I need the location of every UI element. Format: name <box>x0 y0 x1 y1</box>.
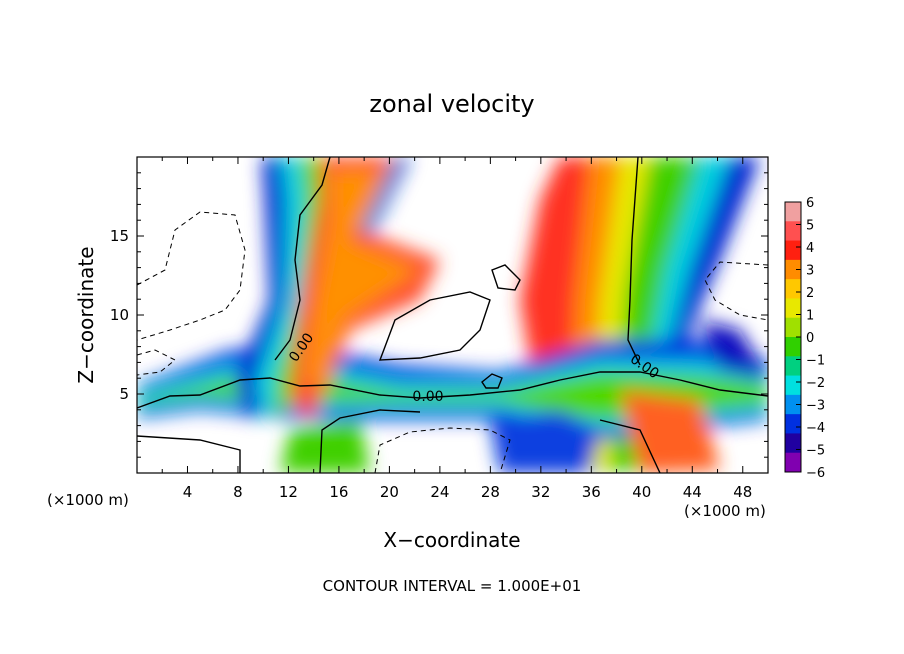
colorbar-tick-label: −6 <box>806 466 825 481</box>
colorbar-swatch <box>785 394 801 415</box>
x-axis: 4 8 12 16 20 24 28 32 36 40 44 48 <box>161 157 752 501</box>
y-tick-label: 10 <box>110 306 129 324</box>
contour-loop-small <box>491 264 521 291</box>
colorbar-swatch <box>785 259 801 280</box>
contour-lines <box>137 157 768 473</box>
field-band-bottom-orange <box>620 390 720 473</box>
colorbar-swatch <box>785 279 801 299</box>
colorbar-swatch <box>785 356 801 377</box>
x-tick-label: 24 <box>430 483 449 501</box>
colorbar-swatch <box>785 433 801 454</box>
colorbar-swatch <box>785 221 801 242</box>
contour-neg-right <box>704 261 768 321</box>
colorbar-tick-label: 5 <box>806 219 814 234</box>
contour-zero-low <box>137 371 768 409</box>
colorbar-tick-label: −4 <box>806 421 825 436</box>
colorbar-tick-label: −5 <box>806 444 825 459</box>
colorbar-swatch <box>785 298 801 319</box>
x-tick-label: 16 <box>329 483 348 501</box>
colorbar-tick-label: 0 <box>806 331 814 346</box>
contour-zero-left-column <box>274 157 331 361</box>
contour-loop-center <box>378 291 491 361</box>
colorbar-swatch <box>785 317 801 338</box>
colorbar-swatch <box>785 240 801 261</box>
colorbar-tick-label: 3 <box>806 264 814 279</box>
contour-neg-upper-left <box>137 211 246 341</box>
x-tick-label: 8 <box>233 483 243 501</box>
x-unit-label-right: (×1000 m) <box>684 502 766 520</box>
x-tick-label: 44 <box>683 483 702 501</box>
colorbar-swatch <box>785 452 801 473</box>
colorbar-swatch <box>785 337 801 357</box>
contour-bottom-left <box>137 435 241 473</box>
contour-lines-negative <box>137 211 768 473</box>
x-tick-label: 48 <box>733 483 752 501</box>
x-tick-label: 4 <box>183 483 193 501</box>
x-tick-label: 40 <box>632 483 651 501</box>
x-tick-label: 20 <box>380 483 399 501</box>
x-tick-label: 32 <box>531 483 550 501</box>
x-tick-label: 28 <box>481 483 500 501</box>
field-band-bottom-green <box>280 420 370 473</box>
chart-title: zonal velocity <box>369 90 534 118</box>
colorbar-tick-label: −3 <box>806 399 825 414</box>
contour-small-loop-bottom <box>481 373 503 389</box>
y-axis: 5 10 15 <box>110 172 768 458</box>
contour-neg-bottom <box>374 427 511 473</box>
velocity-field <box>137 157 768 473</box>
contour-zero-bottom <box>319 409 421 473</box>
x-unit-label-left: (×1000 m) <box>47 491 129 509</box>
colorbar-swatch <box>785 202 801 222</box>
field-band-left-orange <box>305 170 420 390</box>
colorbar-swatch <box>785 375 801 396</box>
x-tick-label: 36 <box>582 483 601 501</box>
colorbar-swatch <box>785 414 801 434</box>
colorbar-tick-label: 4 <box>806 241 814 256</box>
colorbar-tick-label: 2 <box>806 286 814 301</box>
colorbar: 6 5 4 3 2 1 0 −1 −2 −3 −4 −5 −6 <box>784 196 825 481</box>
contour-label-center: 0.00 <box>412 389 443 405</box>
y-tick-label: 15 <box>110 227 129 245</box>
colorbar-tick-label: 1 <box>806 309 814 324</box>
x-tick-label: 12 <box>279 483 298 501</box>
contour-interval-note: CONTOUR INTERVAL = 1.000E+01 <box>323 577 582 595</box>
y-tick-label: 5 <box>119 385 129 403</box>
contour-neg-left-mid <box>137 349 176 376</box>
field-band-bottom-blue <box>490 410 600 473</box>
colorbar-tick-label: −1 <box>806 354 825 369</box>
colorbar-tick-label: −2 <box>806 376 825 391</box>
x-axis-title: X−coordinate <box>383 528 520 552</box>
y-axis-title: Z−coordinate <box>74 246 98 383</box>
field-band-topright-blue <box>700 320 768 380</box>
colorbar-tick-label: 6 <box>806 196 814 211</box>
contour-zero-right-column <box>627 157 641 366</box>
contour-zero-bottom-right <box>599 419 661 473</box>
